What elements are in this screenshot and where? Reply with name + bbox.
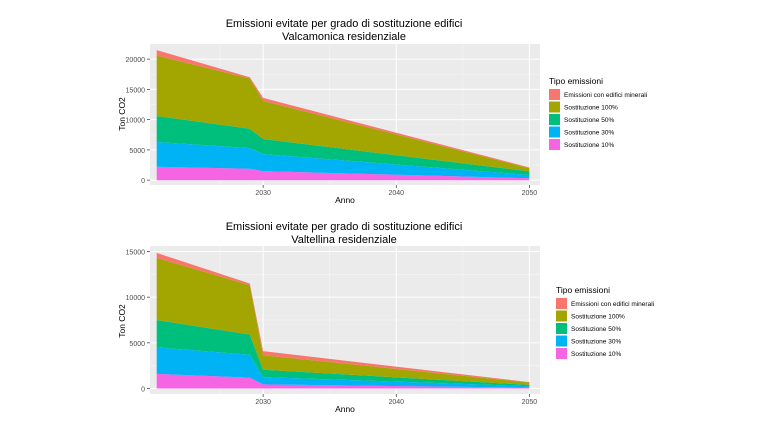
y-tick-label: 20000 (126, 57, 146, 64)
area-sostituzione-10- (156, 166, 530, 181)
legend-label: Sostituzione 100% (564, 105, 618, 112)
x-tick-label: 2040 (388, 190, 404, 197)
legend-label: Sostituzione 30% (564, 130, 614, 137)
legend-key (549, 114, 560, 125)
legend-key (549, 126, 560, 138)
area-emissioni-con-edifici-minerali (156, 252, 530, 383)
y-tick-label: 5000 (129, 148, 145, 155)
y-tick-label: 0 (141, 387, 145, 394)
legend: Tipo emissioni Emissioni con edifici min… (556, 285, 654, 359)
chart-subtitle: Valcamonica residenziale (282, 31, 406, 43)
legend-key (549, 101, 560, 113)
legend-key (549, 139, 560, 150)
x-tick-label: 2030 (255, 190, 271, 197)
legend-title: Tipo emissioni (549, 76, 603, 86)
legend-key (556, 335, 567, 347)
area-sostituzione-50- (156, 116, 530, 175)
legend-key (556, 310, 567, 322)
legend-key (556, 323, 567, 334)
area-sostituzione-10- (156, 373, 530, 389)
x-axis-label: Anno (335, 195, 355, 205)
y-axis: 0 5000 10000 15000 20000 (126, 57, 150, 185)
legend-key (556, 348, 567, 359)
legend-label: Sostituzione 50% (571, 326, 621, 333)
legend-label: Emissioni con edifici minerali (564, 92, 647, 99)
y-tick-label: 0 (141, 178, 145, 185)
legend-label: Sostituzione 10% (571, 351, 621, 358)
x-tick-label: 2050 (522, 190, 538, 197)
y-tick-label: 10000 (126, 118, 146, 125)
y-axis: 0 5000 10000 15000 (126, 249, 150, 394)
chart-valtellina: Emissioni evitate per grado di sostituzi… (117, 221, 654, 414)
area-layer (156, 252, 530, 389)
x-axis: 2030 2040 2050 (255, 394, 537, 406)
chart-title: Emissioni evitate per grado di sostituzi… (226, 18, 463, 30)
legend-label: Sostituzione 30% (571, 339, 621, 346)
legend-label: Emissioni con edifici minerali (571, 301, 654, 308)
y-tick-label: 5000 (129, 341, 145, 348)
y-tick-label: 15000 (126, 249, 146, 256)
area-layer (156, 50, 530, 181)
x-axis: 2030 2040 2050 (255, 185, 537, 197)
legend-key (549, 89, 560, 100)
chart-title: Emissioni evitate per grado di sostituzi… (226, 221, 463, 233)
y-axis-label: Ton CO2 (117, 304, 127, 338)
x-tick-label: 2040 (388, 399, 404, 406)
area-sostituzione-30- (156, 347, 530, 388)
chart-subtitle: Valtellina residenziale (291, 234, 397, 246)
y-axis-label: Ton CO2 (117, 97, 127, 131)
legend-label: Sostituzione 10% (564, 142, 614, 149)
legend-label: Sostituzione 50% (564, 117, 614, 124)
area-sostituzione-100- (156, 55, 530, 172)
legend: Tipo emissioni Emissioni con edifici min… (549, 76, 647, 150)
x-axis-label: Anno (335, 404, 355, 414)
area-sostituzione-100- (156, 257, 530, 385)
area-emissioni-con-edifici-minerali (156, 50, 530, 169)
chart-valcamonica: Emissioni evitate per grado di sostituzi… (117, 18, 647, 205)
x-tick-label: 2030 (255, 399, 271, 406)
x-tick-label: 2050 (522, 399, 538, 406)
y-tick-label: 10000 (126, 295, 146, 302)
y-tick-label: 15000 (126, 87, 146, 94)
area-sostituzione-30- (156, 142, 530, 179)
legend-title: Tipo emissioni (556, 285, 610, 295)
area-sostituzione-50- (156, 320, 530, 387)
legend-key (556, 298, 567, 309)
legend-label: Sostituzione 100% (571, 314, 625, 321)
